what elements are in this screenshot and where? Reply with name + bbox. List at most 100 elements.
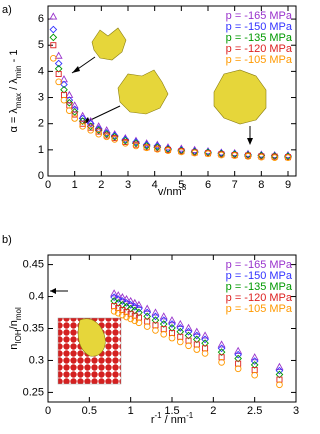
marker-triangle [159,312,168,320]
marker-circle [271,154,278,162]
marker-circle [122,139,129,147]
marker-diamond [122,299,131,307]
superscript: -1 [186,411,194,420]
marker-diamond [192,335,201,344]
y-tick-label: 5 [38,39,44,51]
marker-triangle [234,346,243,354]
marker-circle [276,381,283,389]
label-part: / λ [8,78,20,93]
marker-circle [143,323,151,330]
marker-triangle [134,300,143,308]
marker-triangle [110,289,119,297]
x-tick-label: 0.5 [82,405,97,417]
y-tick-label: 0.35 [23,322,44,334]
marker-diamond [132,138,140,146]
legend-entry: p = -165 MPa [226,10,293,22]
marker-diamond [142,140,151,149]
marker-diamond [201,339,209,348]
marker-triangle [184,323,193,331]
marker-circle [87,126,94,134]
marker-diamond [217,344,226,353]
marker-circle [114,309,122,317]
x-tick-label: 0 [45,405,51,417]
marker-diamond [151,316,160,325]
x-tick-label: 0 [45,179,51,191]
marker-triangle [114,291,123,299]
marker-diamond [153,142,162,150]
x-tick-label: 3 [293,405,299,417]
marker-diamond [143,312,152,321]
marker-diamond [60,85,68,94]
marker-square [71,111,78,118]
marker-circle [66,107,73,114]
subscript: IOH [14,329,23,343]
y-tick-label: 0 [38,170,44,182]
marker-circle [111,136,118,143]
y-tick-label: 4 [38,65,44,77]
marker-triangle [143,304,152,312]
marker-circle [132,142,140,150]
marker-diamond [78,114,87,123]
axis-label: r-1 / nm-1 [151,411,194,426]
x-tick-label: 4 [152,179,158,191]
marker-diamond [143,308,152,317]
x-tick-label: 1 [72,179,78,191]
marker-diamond [118,297,127,305]
marker-diamond [130,306,139,315]
y-tick-label: 0.45 [23,258,44,270]
marker-diamond [168,324,176,332]
marker-circle [251,371,258,379]
x-tick-label: 6 [205,179,211,191]
marker-circle [127,315,134,323]
marker-triangle [122,294,131,303]
marker-diamond [250,361,259,369]
marker-diamond [102,129,111,137]
marker-circle [231,152,238,159]
marker-diamond [60,80,68,89]
axis-label: v/nm3 [158,183,187,198]
arrow-reference [50,288,68,294]
legend-entry: p = -105 MPa [226,303,293,315]
legend-entry: p = -120 MPa [226,292,293,304]
y-tick-label: 2 [38,118,44,130]
marker-diamond [54,59,63,68]
marker-diamond [121,135,130,144]
marker-triangle [168,316,176,324]
label-part: /n [8,320,20,329]
marker-circle [110,307,118,315]
marker-diamond [122,302,131,311]
marker-triangle [126,296,135,305]
marker-circle [119,311,126,319]
marker-triangle [217,340,226,348]
label-part: α = λ [8,108,20,133]
marker-diamond [168,320,176,328]
marker-diamond [54,64,63,73]
y-tick-label: 0.3 [29,354,44,366]
legend-entry: p = -120 MPa [226,43,293,55]
legend-entry: p = -135 MPa [226,281,293,293]
legend-entry: p = -105 MPa [226,54,293,66]
marker-triangle [118,293,127,301]
x-tick-label: 9 [285,179,291,191]
inset-cluster-large [213,69,267,145]
marker-circle [201,350,209,357]
marker-diamond [135,304,143,313]
marker-triangle [250,353,259,361]
marker-diamond [135,308,143,317]
marker-circle [244,153,252,160]
marker-circle [154,145,161,153]
legend-entry: p = -165 MPa [226,259,293,271]
marker-circle [60,96,68,104]
marker-diamond [49,33,58,42]
marker-circle [284,154,292,162]
marker-circle [178,148,185,156]
legend-entry: p = -150 MPa [226,270,293,282]
marker-circle [168,334,176,342]
marker-diamond [110,131,119,140]
subscript: mol [14,307,23,320]
marker-diamond [184,327,193,336]
inset-simulation-box [57,317,122,385]
marker-circle [258,153,265,161]
label-part: / nm [162,414,186,426]
marker-circle [79,122,86,130]
